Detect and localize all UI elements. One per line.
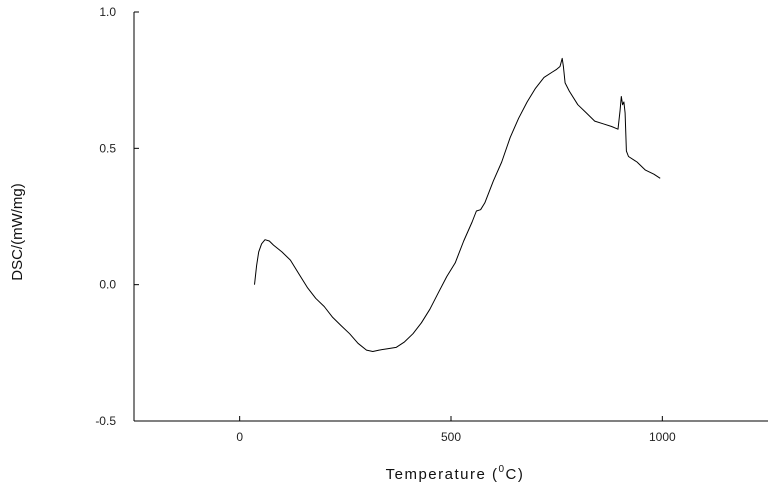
y-axis-title: DSC/(mW/mg) (9, 183, 26, 281)
dsc-series-line (254, 57, 661, 352)
x-tick-label: 500 (441, 430, 461, 444)
y-tick-label: 0.5 (99, 141, 116, 155)
x-axis-title-main: Temperature ( (386, 466, 499, 483)
y-tick-label: 0.0 (99, 278, 116, 292)
axes (133, 12, 768, 422)
x-axis-title-suffix: C) (506, 466, 525, 483)
x-tick-label: 1000 (649, 430, 676, 444)
x-tick-label: 0 (236, 430, 243, 444)
x-axis-title-superscript: 0 (498, 464, 505, 475)
series-group (254, 57, 661, 352)
y-tick-label: 1.0 (99, 5, 116, 19)
y-tick-label: -0.5 (95, 414, 116, 428)
ticks: -0.5 0.0 0.5 1.0 0 500 1000 (95, 5, 676, 444)
x-axis-title: Temperature (0C) (386, 464, 525, 483)
